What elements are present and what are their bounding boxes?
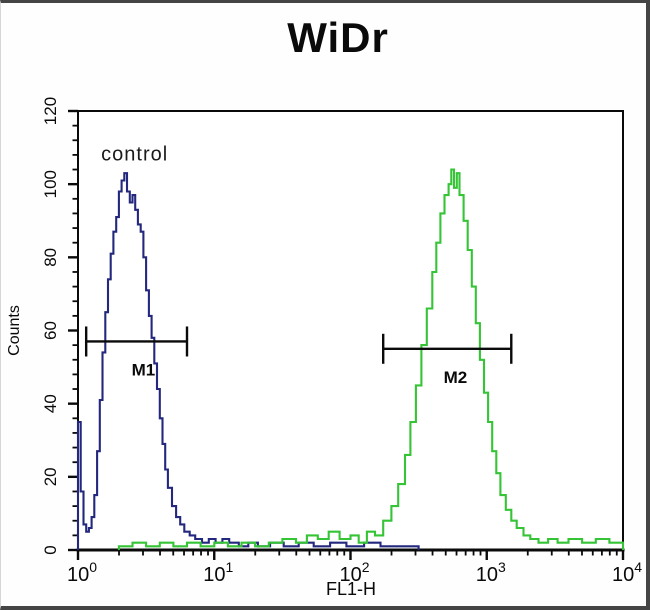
- x-tick-label: 101: [203, 559, 233, 586]
- marker-label: M2: [444, 368, 468, 387]
- marker-label: M1: [132, 360, 156, 379]
- y-tick-label: 80: [41, 248, 60, 267]
- x-tick-label: 102: [339, 559, 369, 586]
- y-axis: 0 20 40 60 80 100 120: [41, 97, 78, 555]
- region-markers: M1 M2: [84, 326, 513, 387]
- stained-curve: [117, 168, 625, 550]
- plot-frame-rect: [77, 110, 624, 551]
- marker-m1: M1: [84, 326, 189, 379]
- y-tick-label: 40: [41, 394, 60, 413]
- x-axis: 100 101 102 103 104: [67, 550, 642, 586]
- y-tick-label: 120: [41, 97, 60, 125]
- y-tick-label: 20: [41, 467, 60, 486]
- x-tick-label: 104: [612, 559, 642, 586]
- y-tick-label: 60: [41, 321, 60, 340]
- figure-title: WiDr: [287, 14, 389, 61]
- y-axis-label: Counts: [6, 305, 23, 356]
- y-tick-label: 0: [41, 545, 60, 554]
- x-axis-label: FL1-H: [326, 579, 376, 599]
- x-tick-label: 100: [67, 559, 97, 586]
- x-tick-label: 103: [476, 559, 506, 586]
- y-tick-label: 100: [41, 170, 60, 198]
- histogram-curves: [76, 168, 625, 550]
- marker-m2: M2: [382, 333, 513, 387]
- control-annotation: control: [101, 143, 168, 165]
- plot-frame: [76, 110, 625, 552]
- annotations: control: [101, 143, 168, 165]
